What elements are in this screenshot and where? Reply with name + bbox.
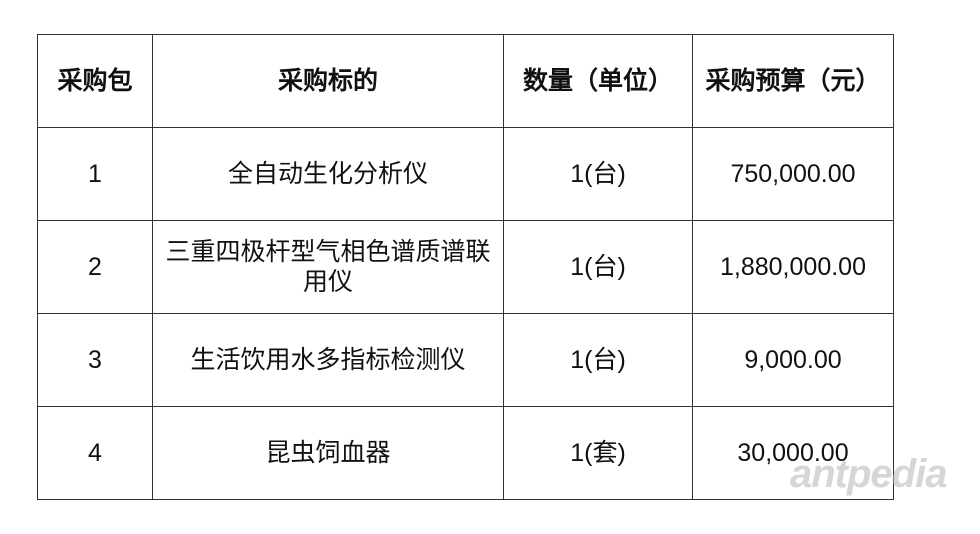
item-cell: 昆虫饲血器 (152, 406, 504, 500)
procurement-table: 采购包 采购标的 数量（单位） 采购预算（元） 1 全自动生化分析仪 1(台) … (37, 34, 894, 500)
package-cell: 1 (37, 127, 153, 221)
budget-cell: 30,000.00 (692, 406, 894, 500)
budget-cell: 750,000.00 (692, 127, 894, 221)
header-row: 采购包 采购标的 数量（单位） 采购预算（元） (37, 34, 894, 128)
quantity-cell: 1(套) (503, 406, 693, 500)
header-package: 采购包 (37, 34, 153, 128)
quantity-cell: 1(台) (503, 313, 693, 407)
quantity-cell: 1(台) (503, 127, 693, 221)
item-cell: 全自动生化分析仪 (152, 127, 504, 221)
table-row: 1 全自动生化分析仪 1(台) 750,000.00 (37, 127, 894, 221)
item-cell: 三重四极杆型气相色谱质谱联用仪 (152, 220, 504, 314)
watermark-logo: antpedia (790, 452, 947, 496)
quantity-cell: 1(台) (503, 220, 693, 314)
header-quantity: 数量（单位） (503, 34, 693, 128)
table-row: 2 三重四极杆型气相色谱质谱联用仪 1(台) 1,880,000.00 (37, 220, 894, 314)
table-row: 3 生活饮用水多指标检测仪 1(台) 9,000.00 (37, 313, 894, 407)
budget-cell: 9,000.00 (692, 313, 894, 407)
package-cell: 3 (37, 313, 153, 407)
table-row: 4 昆虫饲血器 1(套) 30,000.00 (37, 406, 894, 500)
package-cell: 4 (37, 406, 153, 500)
header-budget: 采购预算（元） (692, 34, 894, 128)
budget-cell: 1,880,000.00 (692, 220, 894, 314)
header-item: 采购标的 (152, 34, 504, 128)
package-cell: 2 (37, 220, 153, 314)
item-cell: 生活饮用水多指标检测仪 (152, 313, 504, 407)
